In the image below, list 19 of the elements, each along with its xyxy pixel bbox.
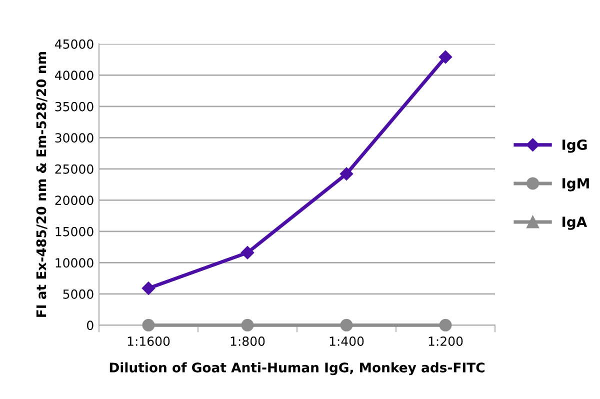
y-tick-label: 45000 xyxy=(54,39,94,49)
legend-label: IgG xyxy=(562,139,587,153)
y-tick-label: 5000 xyxy=(63,289,94,299)
y-tick-label: 0 xyxy=(87,320,94,330)
x-tick-label: 1:1600 xyxy=(128,336,170,346)
legend-label: IgA xyxy=(562,216,588,230)
x-tick-label: 1:800 xyxy=(230,336,265,346)
legend-label: IgM xyxy=(562,178,589,192)
x-axis-title: Dilution of Goat Anti-Human IgG, Monkey ads-FITC xyxy=(110,362,484,376)
y-tick-label: 15000 xyxy=(56,226,94,236)
y-axis-title: FI at Ex-485/20 nm & Em-528/20 nm xyxy=(36,52,48,317)
y-tick-label: 10000 xyxy=(56,258,94,268)
y-tick-label: 40000 xyxy=(54,70,94,80)
y-tick-label: 25000 xyxy=(55,164,94,174)
x-tick-label: 1:200 xyxy=(428,336,463,346)
x-tick-label: 1:400 xyxy=(330,336,364,346)
y-tick-label: 35000 xyxy=(55,102,94,112)
y-tick-label: 30000 xyxy=(55,133,94,143)
y-tick-label: 20000 xyxy=(55,196,94,206)
